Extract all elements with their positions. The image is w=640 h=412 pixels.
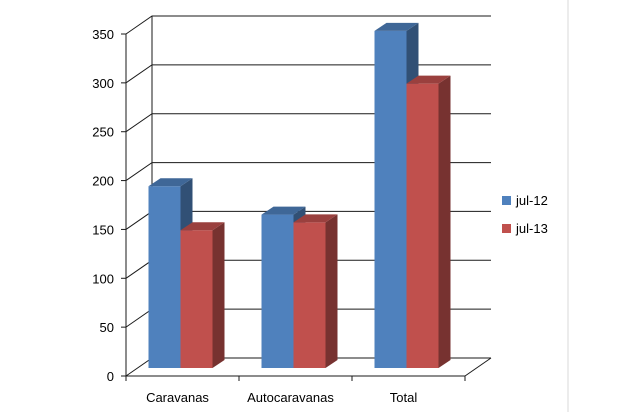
bar-top (261, 206, 306, 215)
y-tick-label: 150 (92, 222, 114, 237)
y-axis-tick-labels: 0 50 100 150 200 250 300 350 (92, 27, 114, 384)
bar-top (374, 22, 419, 31)
bar-front (261, 214, 294, 368)
bar-front (148, 186, 181, 368)
y-tick-label: 350 (92, 27, 114, 42)
bar-front (406, 83, 439, 368)
y-tick-label: 300 (92, 76, 114, 91)
legend-item: jul-13 (502, 221, 548, 236)
bar-side (212, 222, 225, 368)
legend-swatch (502, 224, 511, 233)
y-tick-label: 50 (100, 320, 114, 335)
x-category-label: Autocaravanas (247, 390, 334, 405)
bar (406, 75, 451, 368)
legend: jul-12 jul-13 (502, 193, 548, 236)
legend-item: jul-12 (502, 193, 548, 208)
legend-label: jul-13 (515, 221, 548, 236)
bar-front (293, 222, 326, 368)
x-category-label: Total (390, 390, 418, 405)
legend-swatch (502, 196, 511, 205)
bar-top (148, 178, 193, 187)
bar (293, 214, 338, 368)
y-tick-label: 100 (92, 271, 114, 286)
bars (148, 22, 451, 369)
bar-side (325, 214, 338, 368)
x-axis-category-labels: Caravanas Autocaravanas Total (146, 390, 417, 405)
bar-front (374, 30, 407, 369)
bar-top (406, 75, 451, 84)
gridline (125, 15, 491, 35)
y-tick-label: 200 (92, 174, 114, 189)
bar-side (438, 75, 451, 368)
legend-label: jul-12 (515, 193, 548, 208)
bar (180, 222, 225, 368)
x-category-label: Caravanas (146, 390, 209, 405)
bar-top (180, 222, 225, 231)
bar-top (293, 214, 338, 223)
y-tick-label: 0 (107, 369, 114, 384)
y-tick-label: 250 (92, 125, 114, 140)
floor-right-edge (464, 357, 492, 377)
bar-front (180, 230, 213, 368)
